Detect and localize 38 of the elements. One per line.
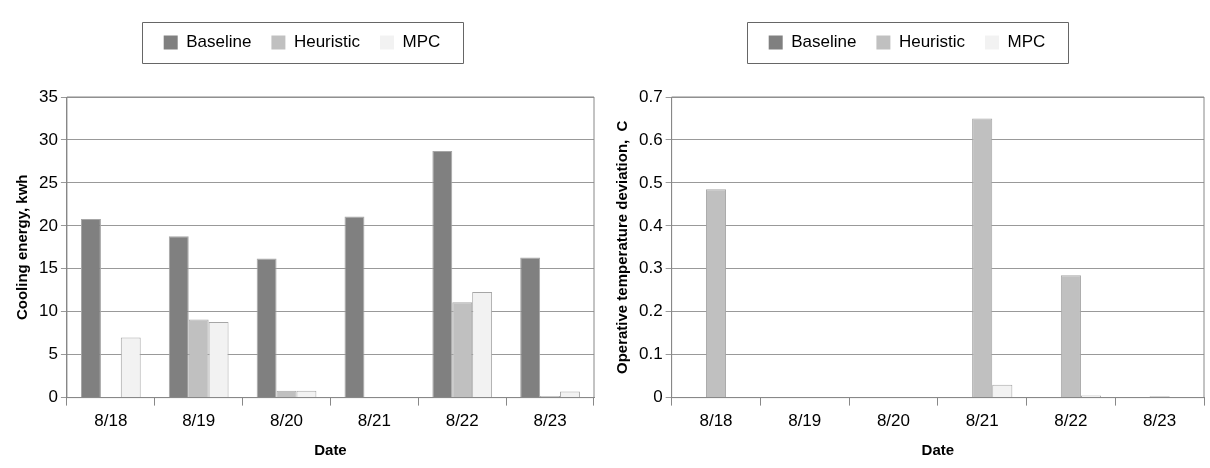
y-tick-label: 25 xyxy=(38,172,58,192)
x-tick-label: 8/20 xyxy=(876,411,910,431)
legend-label: Baseline xyxy=(186,32,252,52)
legend-label: MPC xyxy=(1007,32,1046,52)
y-tick-label: 5 xyxy=(48,344,58,364)
y-tick-label: 15 xyxy=(38,258,58,278)
legend-label: Baseline xyxy=(791,32,857,52)
y-tick-label: 0 xyxy=(653,387,663,407)
y-tick-label: 0.2 xyxy=(638,301,663,321)
legend-label: Heuristic xyxy=(898,32,966,52)
x-tick-label: 8/23 xyxy=(1143,411,1177,431)
y-tick-label: 0.1 xyxy=(638,344,663,364)
x-tick-label: 8/19 xyxy=(182,411,216,431)
y-tick-label: 0.6 xyxy=(638,129,663,149)
x-tick-label: 8/18 xyxy=(94,411,128,431)
y-tick-label: 0.3 xyxy=(638,258,663,278)
y-tick-label: 0 xyxy=(48,387,58,407)
x-tick-label: 8/22 xyxy=(1054,411,1088,431)
y-tick-label: 20 xyxy=(38,215,58,235)
y-tick-label: 35 xyxy=(38,86,58,106)
x-tick-label: 8/20 xyxy=(269,411,304,431)
y-tick-label: 10 xyxy=(38,301,58,321)
y-tick-label: 0.5 xyxy=(638,172,663,192)
x-tick-label: 8/21 xyxy=(357,411,391,431)
x-axis-title: Date xyxy=(314,441,347,459)
x-tick-label: 8/21 xyxy=(965,411,999,431)
y-tick-label: 0.4 xyxy=(638,215,663,235)
legend-label: Heuristic xyxy=(293,32,361,52)
x-axis-title: Date xyxy=(921,441,955,459)
y-tick-label: 30 xyxy=(38,129,58,149)
y-axis-title: Cooling energy, kwh xyxy=(13,174,31,321)
legend-label: MPC xyxy=(402,32,441,52)
x-tick-label: 8/22 xyxy=(445,411,479,431)
y-tick-label: 0.7 xyxy=(638,86,663,106)
x-tick-label: 8/19 xyxy=(788,411,822,431)
x-tick-label: 8/18 xyxy=(699,411,733,431)
x-tick-label: 8/23 xyxy=(533,411,567,431)
y-axis-title: Operative temperature deviation, C xyxy=(613,120,631,375)
